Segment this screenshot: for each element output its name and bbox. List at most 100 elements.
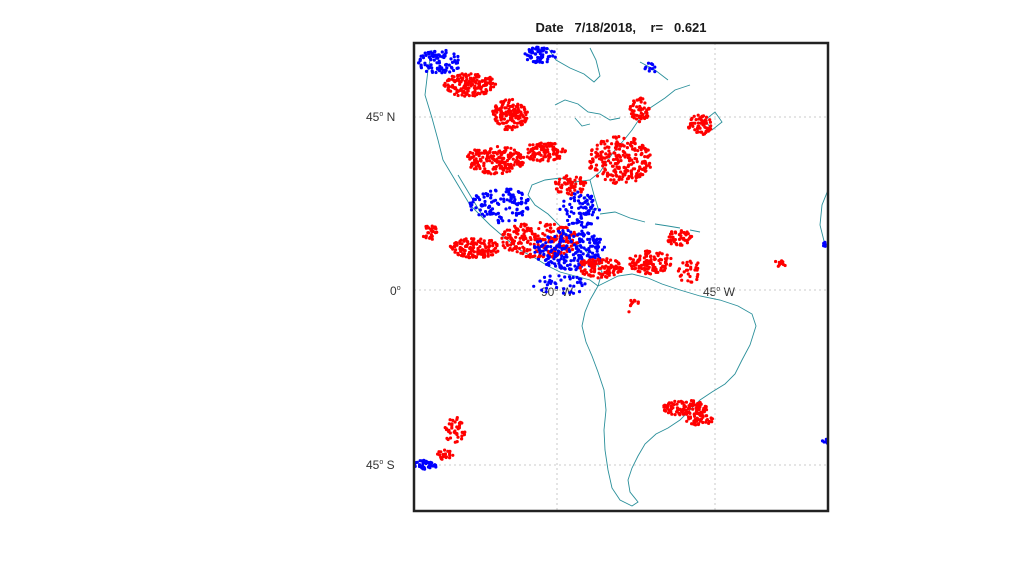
red-data-point bbox=[644, 166, 648, 170]
red-data-point bbox=[635, 98, 639, 102]
blue-data-point bbox=[575, 246, 579, 250]
red-data-point bbox=[536, 234, 540, 238]
red-data-point bbox=[476, 246, 480, 251]
blue-data-point bbox=[538, 251, 542, 255]
red-data-point bbox=[470, 82, 475, 86]
red-data-point bbox=[488, 150, 492, 154]
red-data-point bbox=[703, 125, 707, 129]
blue-data-point bbox=[426, 460, 430, 465]
red-data-point bbox=[528, 143, 532, 147]
red-data-point bbox=[708, 120, 713, 124]
red-data-point bbox=[637, 120, 642, 124]
data-points bbox=[414, 45, 828, 471]
red-data-point bbox=[491, 253, 495, 257]
blue-data-point bbox=[545, 245, 549, 249]
blue-data-point bbox=[536, 45, 540, 49]
red-data-point bbox=[560, 186, 564, 190]
blue-data-point bbox=[555, 285, 559, 290]
red-data-point bbox=[698, 404, 702, 408]
blue-data-point bbox=[588, 237, 592, 241]
red-data-point bbox=[696, 272, 700, 277]
blue-data-point bbox=[418, 459, 422, 463]
red-data-point bbox=[699, 121, 703, 125]
blue-data-point bbox=[569, 210, 573, 214]
red-data-point bbox=[611, 158, 616, 162]
red-data-point bbox=[611, 181, 616, 185]
blue-data-point bbox=[563, 275, 567, 279]
red-data-point bbox=[473, 241, 477, 245]
red-data-point bbox=[680, 400, 684, 404]
red-data-point bbox=[593, 269, 597, 273]
red-data-point bbox=[640, 167, 645, 171]
red-data-point bbox=[448, 244, 452, 248]
red-data-point bbox=[424, 234, 428, 238]
red-data-point bbox=[594, 163, 599, 167]
red-data-point bbox=[699, 130, 703, 134]
red-data-point bbox=[494, 165, 498, 169]
red-data-point bbox=[633, 156, 637, 161]
red-data-point bbox=[630, 266, 634, 271]
red-data-point bbox=[690, 116, 694, 120]
red-data-point bbox=[450, 422, 454, 426]
red-data-point bbox=[515, 121, 519, 125]
blue-data-point bbox=[499, 197, 503, 201]
blue-data-point bbox=[578, 211, 582, 215]
red-data-point bbox=[480, 248, 484, 252]
red-data-point bbox=[630, 115, 635, 119]
blue-data-point bbox=[424, 53, 428, 58]
red-data-point bbox=[667, 401, 671, 405]
red-data-point bbox=[596, 257, 600, 261]
red-data-point bbox=[472, 158, 477, 162]
red-data-point bbox=[643, 160, 647, 164]
red-data-point bbox=[524, 254, 528, 259]
red-data-point bbox=[504, 106, 508, 110]
red-data-point bbox=[639, 173, 643, 177]
red-data-point bbox=[500, 236, 504, 240]
red-data-point bbox=[698, 419, 703, 423]
red-data-point bbox=[638, 97, 642, 101]
red-data-point bbox=[473, 87, 477, 91]
red-data-point bbox=[643, 101, 647, 105]
blue-data-point bbox=[579, 205, 583, 209]
red-data-point bbox=[581, 271, 585, 276]
red-data-point bbox=[557, 180, 561, 184]
red-data-point bbox=[639, 266, 643, 270]
red-data-point bbox=[467, 255, 471, 259]
blue-data-point bbox=[532, 284, 536, 288]
red-data-point bbox=[627, 153, 631, 157]
red-data-point bbox=[448, 452, 452, 456]
blue-data-point bbox=[549, 245, 553, 249]
blue-data-point bbox=[517, 201, 521, 205]
red-data-point bbox=[669, 239, 673, 243]
red-data-point bbox=[649, 258, 653, 262]
red-data-point bbox=[522, 232, 526, 236]
red-data-point bbox=[523, 116, 528, 120]
red-data-point bbox=[533, 232, 537, 236]
blue-data-point bbox=[426, 64, 430, 68]
blue-data-point bbox=[542, 46, 546, 50]
red-data-point bbox=[561, 147, 565, 151]
blue-data-point bbox=[504, 207, 508, 211]
lon-label-45w: 45o W bbox=[703, 285, 735, 299]
red-data-point bbox=[678, 243, 682, 247]
map-frame bbox=[412, 41, 830, 513]
blue-data-point bbox=[499, 216, 503, 220]
blue-data-point bbox=[437, 61, 441, 65]
red-data-point bbox=[568, 189, 572, 193]
red-data-point bbox=[447, 422, 451, 426]
red-data-point bbox=[507, 107, 511, 111]
blue-data-point bbox=[568, 284, 572, 288]
blue-data-point bbox=[453, 60, 457, 64]
red-data-point bbox=[594, 151, 598, 155]
red-data-point bbox=[693, 414, 697, 418]
red-data-point bbox=[624, 180, 628, 184]
red-data-point bbox=[560, 183, 564, 187]
red-data-point bbox=[491, 157, 495, 161]
red-data-point bbox=[522, 238, 526, 242]
blue-data-point bbox=[586, 253, 590, 257]
blue-data-point bbox=[525, 58, 530, 62]
blue-data-point bbox=[568, 202, 572, 206]
blue-data-point bbox=[491, 211, 495, 215]
red-data-point bbox=[501, 244, 505, 248]
red-data-point bbox=[531, 152, 535, 157]
